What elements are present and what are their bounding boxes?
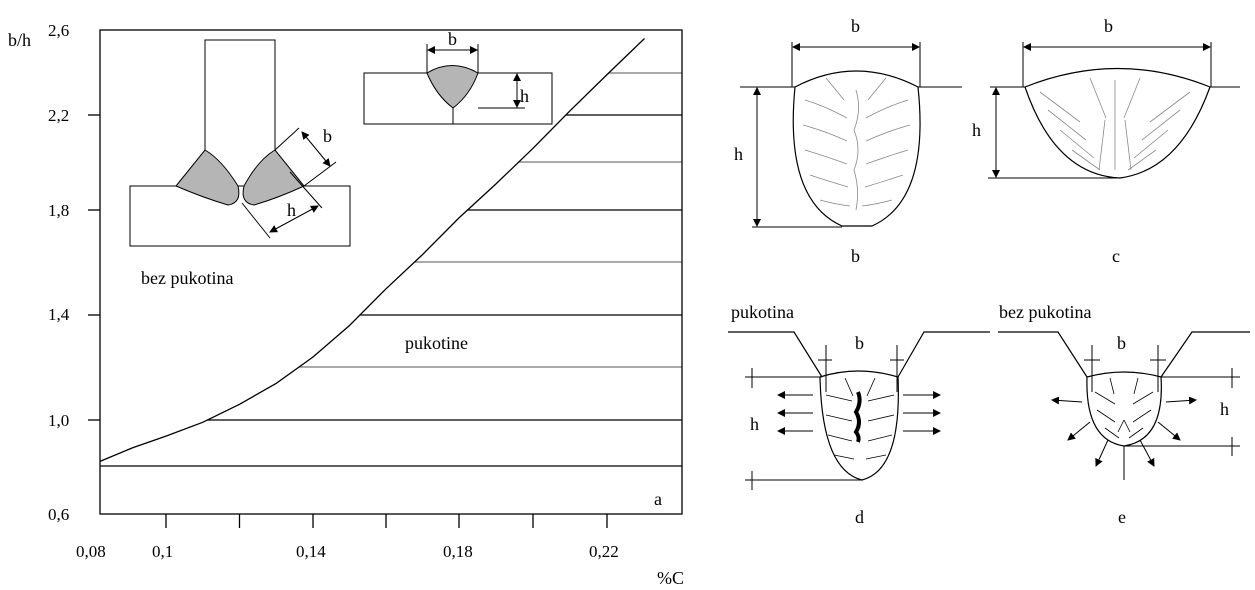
y-tick-label: 1,8 [48, 201, 69, 220]
groove-right-edge [1160, 331, 1250, 378]
panel-c-height-label: h [972, 120, 981, 140]
y-tick-label: 1,4 [48, 305, 70, 324]
weld-section [1086, 371, 1162, 447]
panel-b-width-label: b [851, 16, 860, 36]
butt-weld-inset: b h [363, 29, 553, 125]
centerline-crack [853, 391, 862, 443]
y-tick-label: 1,0 [48, 411, 69, 430]
butt-width-label: b [448, 29, 457, 49]
weld-bead-section [792, 70, 921, 227]
panel-c-wide-bead: b h c [972, 16, 1240, 266]
grain-lines [802, 77, 911, 211]
x-tick-label: 0,14 [296, 542, 326, 561]
panel-d-title: pukotina [731, 302, 794, 322]
dim-ext-line [241, 202, 271, 239]
dim-ext-line [289, 171, 323, 209]
y-tick-label: 2,6 [48, 21, 69, 40]
panel-e-sound-weld: bez pukotina b h e [998, 302, 1250, 527]
butt-weld-bead [426, 65, 479, 109]
crack-region-hatching [207, 72, 682, 421]
x-tick-label: 0,1 [152, 542, 173, 561]
panel-b-height-label: h [734, 144, 743, 164]
panel-e-title: bez pukotina [999, 302, 1091, 322]
panel-e-width-label: b [1117, 333, 1126, 353]
inset-width-label: b [323, 126, 332, 146]
base-plate [129, 185, 351, 247]
shrinkage-stress-arrows [1051, 396, 1197, 467]
panel-e-caption: e [1118, 507, 1126, 527]
x-tick-labels: 0,08 0,1 0,14 0,18 0,22 [76, 542, 619, 561]
grain-lines [825, 377, 895, 460]
width-dim-arrow [301, 131, 331, 167]
panel-b-narrow-bead: b h b [734, 16, 962, 266]
x-axis-label: %C [657, 568, 684, 588]
x-tick-label: 0,18 [443, 542, 473, 561]
inset-height-label: h [287, 200, 296, 220]
panel-label-a: a [654, 489, 662, 509]
axis-ticks [88, 114, 608, 528]
fillet-weld-inset: b h [129, 39, 351, 247]
y-tick-label: 0,6 [48, 505, 69, 524]
groove-left-edge [728, 331, 823, 378]
left-weld-bead [175, 149, 240, 206]
y-tick-labels: 0,6 1,0 1,4 1,8 2,2 2,6 [48, 21, 70, 524]
dim-ext-line [274, 127, 300, 151]
region-label-no-cracks: bez pukotina [141, 268, 233, 288]
groove-left-edge [998, 331, 1088, 378]
panel-c-caption: c [1112, 246, 1120, 266]
boundary-curve [99, 38, 645, 462]
panel-d-caption: d [855, 507, 864, 527]
chart-a: b/h %C a 0,6 1,0 1,4 1,8 2,2 2,6 0,08 0,… [8, 21, 684, 588]
region-label-cracks: pukotine [405, 333, 468, 353]
butt-height-label: h [520, 86, 529, 106]
y-tick-label: 2,2 [48, 106, 69, 125]
panel-c-width-label: b [1104, 16, 1113, 36]
weld-bead-section [1024, 67, 1211, 179]
grain-lines [1094, 377, 1154, 439]
depth-dim-arrow [269, 205, 319, 233]
x-tick-label: 0,22 [589, 542, 619, 561]
plot-frame [99, 29, 683, 515]
panel-e-height-label: h [1220, 399, 1229, 419]
panel-d-width-label: b [855, 333, 864, 353]
x-tick-label: 0,08 [76, 542, 106, 561]
panel-b-caption: b [851, 246, 860, 266]
shrinkage-stress-arrows [777, 391, 941, 435]
dim-ext-line [303, 161, 337, 187]
right-weld-bead [242, 149, 305, 206]
grain-lines [1039, 77, 1191, 171]
y-axis-label: b/h [8, 30, 31, 50]
panel-d-height-label: h [750, 414, 759, 434]
groove-right-edge [897, 331, 990, 378]
panel-d-cracked-weld: pukotina b h d [728, 302, 990, 527]
